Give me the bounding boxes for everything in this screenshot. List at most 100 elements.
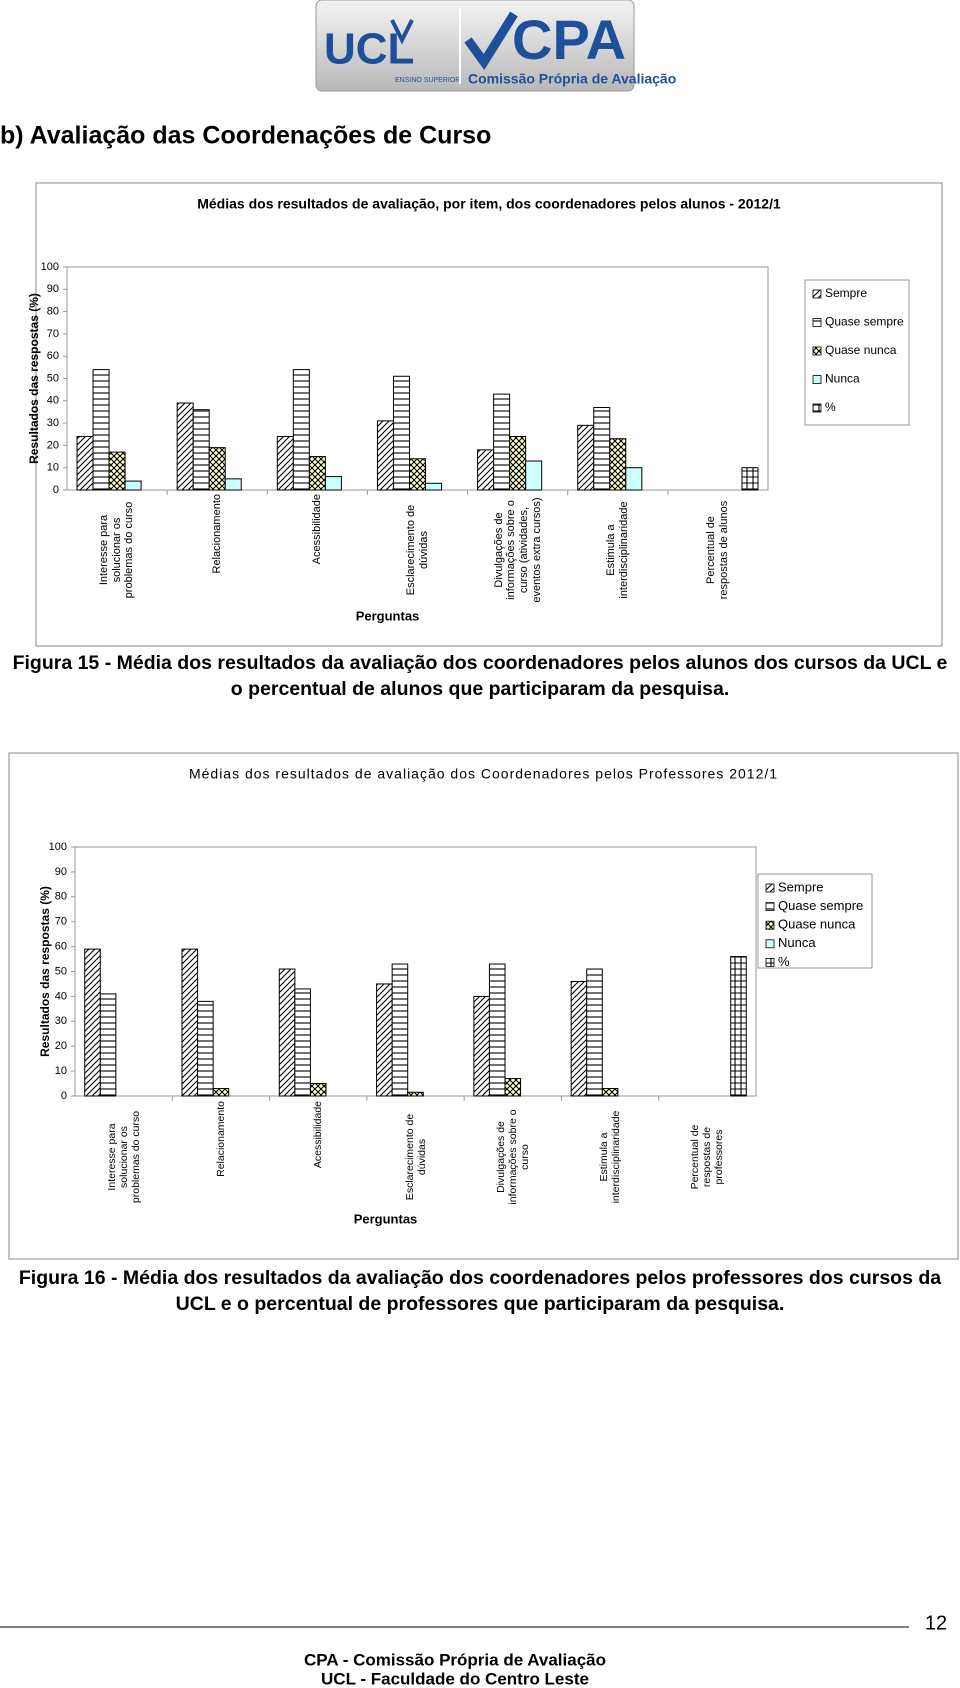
legend-label: Sempre [825,286,867,300]
x-axis-label: Perguntas [356,608,420,623]
x-tick-label: Esclarecimento de dúvidas [378,494,458,606]
logo-star [390,19,414,45]
x-tick-label: Acessibilidade [277,494,357,606]
y-tick-label: 60 [47,350,59,362]
y-tick-label: 100 [41,261,59,273]
legend-swatch [765,902,775,911]
y-tick-label: 100 [49,841,67,853]
legend-label: Quase nunca [825,343,897,357]
legend-swatch [765,939,775,949]
page-number: 12 [925,1612,947,1634]
bar [278,968,296,1097]
footer-line: UCL - Faculdade do Centro Leste [321,1669,589,1688]
x-tick-label: Percentual de respostas de professores [667,1101,747,1213]
bar [294,988,311,1097]
y-tick-label: 20 [55,1040,67,1052]
plot-area [66,266,769,491]
bar [504,1078,522,1097]
x-tick-text: Esclarecimento de dúvidas [404,504,430,596]
bar [391,963,409,1097]
chart-title: Médias dos resultados de avaliação, por … [197,196,781,212]
x-tick-text: Esclarecimento de dúvidas [403,1113,428,1201]
x-tick-label: Estimula a interdisciplinaridade [570,1101,650,1213]
y-tick-label: 0 [53,484,59,496]
legend-label: % [825,400,836,414]
legend-box [757,873,873,969]
bar [493,393,511,491]
x-tick-text: Interesse para solucionar os problemas d… [105,1110,142,1204]
bar [586,968,603,1097]
x-tick-label: Acessibilidade [278,1101,358,1213]
legend-swatch [812,318,822,327]
footer-line: CPA - Comissão Própria de Avaliação [304,1650,606,1669]
x-tick-label: Relacionamento [181,1101,261,1213]
y-tick-label: 10 [47,462,59,474]
bar [208,447,226,491]
section-title: b) Avaliação das Coordenações de Curso [0,122,491,150]
x-tick-text: Estimula a interdisciplinaridade [598,1110,623,1204]
figure-caption: Figura 15 - Média dos resultados da aval… [12,652,948,700]
y-tick-label: 50 [55,965,67,977]
y-tick-label: 90 [47,283,59,295]
legend-swatch [812,289,822,299]
bar [181,948,199,1097]
y-axis-label: Resultados das respostas (%) [27,293,41,464]
legend-swatch [812,375,822,384]
x-axis-label: Perguntas [354,1211,418,1226]
x-tick-text: Relacionamento [210,494,223,574]
bar [425,482,443,491]
bar [473,995,490,1097]
logo-ucl-tagline: ENSINO SUPERIOR [395,77,460,84]
bar [488,963,506,1097]
bar [308,456,326,491]
logo-cpa: CPA [512,8,626,71]
x-tick-label: Divulgações de informações sobre o curso [473,1101,553,1213]
y-tick-label: 80 [47,306,59,318]
bar [92,369,110,491]
legend-swatch [765,920,775,930]
x-tick-text: Estimula a interdisciplinaridade [605,501,630,599]
bar [376,983,393,1097]
y-tick-label: 10 [55,1065,67,1077]
bar [176,402,194,491]
y-tick-label: 70 [47,328,59,340]
y-tick-label: 80 [55,891,67,903]
legend-label: Nunca [825,372,860,386]
x-tick-text: Relacionamento [214,1101,227,1177]
legend-label: Quase sempre [778,898,863,913]
figure-caption: Figura 16 - Média dos resultados da aval… [18,1267,942,1315]
bar [292,369,310,491]
y-tick-label: 30 [55,1015,67,1027]
x-tick-label: Esclarecimento de dúvidas [376,1101,456,1213]
bar [324,476,342,491]
y-tick-label: 0 [61,1090,67,1102]
legend-label: Sempre [778,879,824,894]
bar [730,956,747,1097]
legend-swatch [812,346,822,356]
x-tick-text: Divulgações de informações sobre o curso… [492,497,543,603]
y-tick-label: 60 [55,941,67,953]
bar [509,435,527,491]
bar [76,435,94,491]
x-tick-text: Divulgações de informações sobre o curso [494,1109,531,1205]
x-tick-label: Interesse para solucionar os problemas d… [84,1101,164,1213]
legend-box [804,279,910,426]
x-tick-label: Estimula a interdisciplinaridade [578,494,658,606]
logo-cpa-tagline: Comissão Própria de Avaliação [468,71,676,87]
legend-swatch [812,403,822,413]
bar [477,449,495,491]
bar [625,467,643,491]
logo: UCL ENSINO SUPERIOR CPA Comissão Própria… [315,0,676,92]
x-tick-text: Acessibilidade [312,1101,325,1169]
bar [601,1088,619,1097]
legend-swatch [765,958,775,967]
bar [408,458,427,491]
legend-label: Quase sempre [825,315,904,329]
y-tick-label: 30 [47,417,59,429]
bar [99,993,117,1097]
logo-ucl: UCL [324,25,414,74]
bar [741,467,759,491]
bar [376,420,394,491]
y-tick-label: 90 [55,866,67,878]
